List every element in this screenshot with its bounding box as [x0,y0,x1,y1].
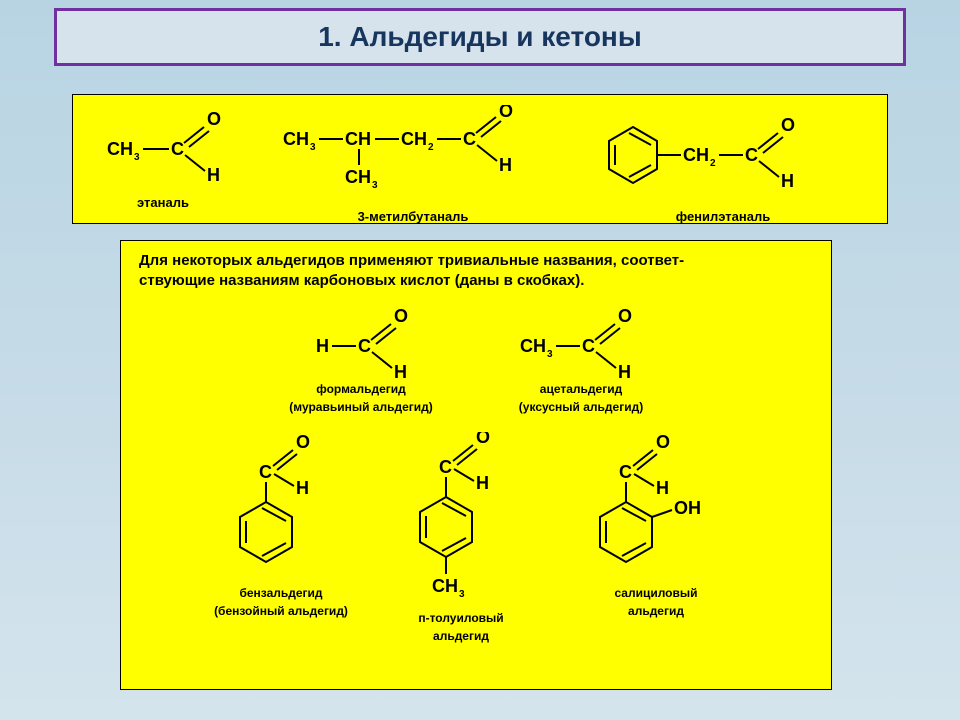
svg-acetaldehyde: CH 3 C O H [496,308,666,378]
svg-text:OH: OH [674,498,701,518]
bottom-panel: Для некоторых альдегидов применяют триви… [120,240,832,690]
label-benz2: (бензойный альдегид) [214,604,348,618]
label-tol1: п-толуиловый [418,611,503,625]
svg-text:H: H [394,362,407,378]
svg-text:H: H [476,473,489,493]
svg-text:CH: CH [520,336,546,356]
mol-3methylbutanal: CH 3 CH CH 2 C O H CH 3 3 [253,105,573,224]
svg-text:O: O [499,105,513,121]
svg-text:H: H [656,478,669,498]
svg-text:C: C [358,336,371,356]
svg-text:3: 3 [310,142,316,153]
svg-text:O: O [618,308,632,326]
svg-text:H: H [781,171,794,191]
svg-formaldehyde: H C O H [286,308,436,378]
mol-toluyl: C O H CH 3 п-толуиловый альдегид [386,432,536,643]
label-phenylethanal: фенилэтаналь [676,209,770,224]
svg-text:C: C [171,139,184,159]
label-formaldehyde2: (муравьиный альдегид) [289,400,433,414]
svg-text:C: C [463,129,476,149]
label-sal1: салициловый [614,586,697,600]
svg-text:H: H [618,362,631,378]
label-benz1: бензальдегид [239,586,322,600]
svg-text:CH: CH [401,129,427,149]
svg-salicyl: C O H OH [566,432,746,582]
svg-text:H: H [296,478,309,498]
svg-text:O: O [207,109,221,129]
label-ethanal: этаналь [137,195,189,210]
svg-text:O: O [781,115,795,135]
label-acetaldehyde2: (уксусный альдегид) [519,400,643,414]
svg-text:C: C [439,457,452,477]
svg-text:O: O [296,432,310,452]
svg-text:CH: CH [432,576,458,596]
svg-text:H: H [499,155,512,175]
svg-text:2: 2 [710,158,716,169]
svg-text:CH: CH [345,129,371,149]
mol-benzaldehyde: C O H бензальдегид (бензойный альдегид) [206,432,356,643]
svg-text:C: C [745,145,758,165]
title-box: 1. Альдегиды и кетоны [54,8,906,66]
svg-text:H: H [207,165,220,185]
page-title: 1. Альдегиды и кетоны [318,21,642,53]
top-panel: CH 3 C O H этаналь CH 3 CH CH [72,94,888,224]
svg-text:3: 3 [372,180,378,191]
label-tol2: альдегид [433,629,489,643]
svg-text:CH: CH [683,145,709,165]
svg-ethanal: CH 3 C O H [83,105,243,191]
svg-3methylbutanal: CH 3 CH CH 2 C O H CH 3 [253,105,573,205]
mol-ethanal: CH 3 C O H этаналь [73,105,253,210]
svg-text:C: C [619,462,632,482]
svg-toluyl: C O H CH 3 [386,432,536,607]
svg-text:O: O [476,432,490,447]
paragraph: Для некоторых альдегидов применяют триви… [139,251,813,292]
svg-text:3: 3 [459,589,465,600]
label-sal2: альдегид [628,604,684,618]
label-acetaldehyde1: ацетальдегид [540,382,622,396]
mol-phenylethanal: CH 2 C O H фенилэтаналь [573,105,873,224]
label-formaldehyde1: формальдегид [316,382,406,396]
mol-formaldehyde: H C O H формальдегид (муравьиный альдеги… [286,308,436,414]
svg-benzaldehyde: C O H [206,432,356,582]
svg-text:2: 2 [428,142,434,153]
svg-text:3: 3 [547,349,553,360]
svg-text:C: C [582,336,595,356]
svg-text:C: C [259,462,272,482]
svg-text:CH: CH [283,129,309,149]
svg-text:3: 3 [134,152,140,163]
svg-phenylethanal: CH 2 C O H [573,105,873,205]
svg-text:CH: CH [107,139,133,159]
label-3methylbutanal: 3-метилбутаналь [358,209,469,224]
svg-text:O: O [394,308,408,326]
svg-text:O: O [656,432,670,452]
svg-text:CH: CH [345,167,371,187]
svg-text:H: H [316,336,329,356]
mol-acetaldehyde: CH 3 C O H ацетальдегид (уксусный альдег… [496,308,666,414]
mol-salicyl: C O H OH салициловый альдегид [566,432,746,643]
